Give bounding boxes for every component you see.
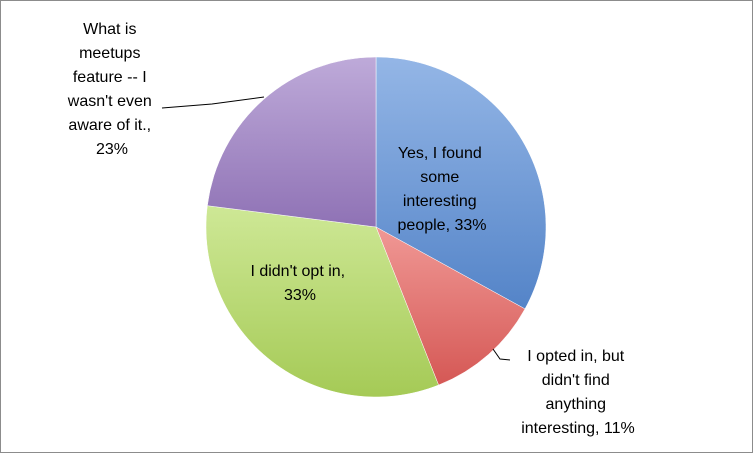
slice-label-didnt-opt-in: I didn't opt in, 33% xyxy=(250,263,349,304)
pie-slice-yes-found xyxy=(375,56,547,310)
leader-line-opted-in-nothing xyxy=(492,348,511,361)
leader-lines xyxy=(161,96,511,361)
pie-slice-not-aware xyxy=(207,56,377,228)
slice-label-yes-found: Yes, I found some interesting people, 33… xyxy=(398,145,487,234)
pie-slices xyxy=(205,56,547,398)
pie-slice-opted-in-nothing xyxy=(375,226,526,386)
leader-line-not-aware xyxy=(161,96,265,109)
pie-slice-didnt-opt-in xyxy=(205,205,439,398)
slice-label-opted-in-nothing: I opted in, but didn't find anything int… xyxy=(521,348,635,437)
slice-label-not-aware: What is meetups feature -- I wasn't even… xyxy=(67,21,156,158)
